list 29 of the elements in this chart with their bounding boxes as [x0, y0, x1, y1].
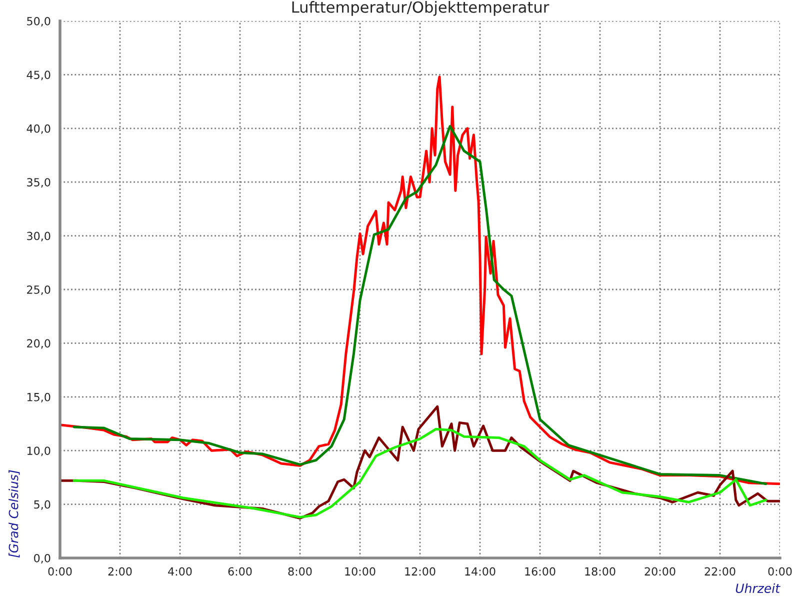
chart-title: Lufttemperatur/Objekttemperatur	[292, 1, 550, 16]
x-tick-label: 8:00	[288, 567, 312, 576]
y-axis-title: [Grad Celsius]	[8, 470, 20, 558]
y-tick-label: 30,0	[27, 232, 50, 242]
x-tick-label: 14:00	[465, 567, 496, 576]
x-tick-label: 22:00	[704, 567, 736, 576]
y-tick-label: 40,0	[26, 124, 50, 134]
x-tick-label: 18:00	[585, 567, 616, 576]
y-tick-label: 50,0	[27, 16, 50, 27]
y-tick-label: 5,0	[34, 500, 50, 510]
x-tick-label: 4:00	[168, 567, 192, 576]
y-tick-label: 0,0	[34, 554, 50, 564]
y-tick-label: 20,0	[27, 339, 50, 349]
y-tick-label: 15,0	[27, 392, 50, 402]
line-series	[72, 428, 768, 518]
x-tick-label: 0:00	[48, 567, 72, 576]
x-tick-label: 0:00	[768, 567, 792, 576]
y-tick-label: 45,0	[26, 70, 50, 80]
x-tick-label: 12:00	[405, 567, 436, 576]
x-axis-title: Uhrzeit	[736, 583, 780, 594]
y-tick-label: 35,0	[27, 178, 50, 188]
x-tick-label: 10:00	[345, 567, 376, 576]
x-tick-label: 6:00	[228, 567, 252, 576]
line-series	[72, 125, 768, 486]
y-tick-label: 10,0	[27, 446, 50, 456]
x-tick-label: 16:00	[525, 567, 556, 576]
x-tick-label: 20:00	[644, 567, 676, 576]
x-tick-label: 2:00	[108, 567, 132, 576]
y-tick-label: 25,0	[27, 285, 50, 296]
